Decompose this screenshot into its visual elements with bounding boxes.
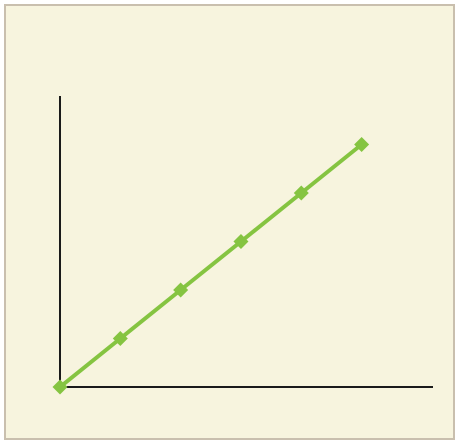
data-point-diamond-icon — [112, 331, 128, 346]
series-layer — [52, 137, 370, 395]
data-point-diamond-icon — [52, 379, 68, 395]
data-point-diamond-icon — [173, 282, 189, 298]
series-line — [58, 142, 363, 389]
chart-panel — [4, 4, 455, 440]
data-point-diamond-icon — [293, 185, 309, 201]
data-point-diamond-icon — [354, 137, 370, 152]
data-point-diamond-icon — [233, 234, 249, 249]
